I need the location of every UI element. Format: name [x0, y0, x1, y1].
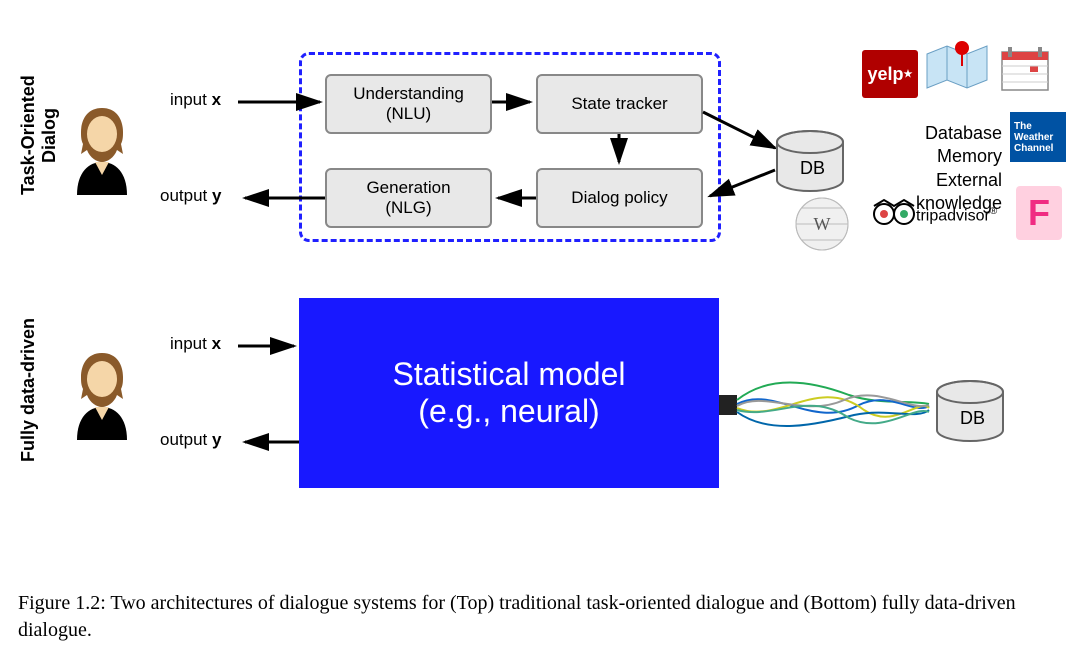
nlg-line1: Generation — [366, 178, 450, 198]
db-label-bottom: DB — [960, 408, 985, 429]
external-knowledge-text: Database Memory External knowledge — [852, 122, 1002, 216]
svg-text:W: W — [814, 214, 831, 234]
output-text: output — [160, 186, 207, 205]
nlu-line2: (NLU) — [353, 104, 464, 124]
input-label-bottom: input x — [170, 334, 221, 354]
state-tracker-module: State tracker — [536, 74, 703, 134]
input-var: x — [212, 90, 221, 109]
top-section-label: Task-Oriented Dialog — [18, 50, 60, 220]
figure-caption: Figure 1.2: Two architectures of dialogu… — [18, 590, 1062, 644]
wires-icon — [719, 370, 934, 440]
output-var: y — [212, 186, 221, 205]
user-icon-top — [67, 100, 137, 195]
bottom-section-label: Fully data-driven — [18, 310, 39, 470]
output-label-bottom: output y — [160, 430, 221, 450]
foursquare-logo: F — [1016, 186, 1062, 240]
map-icon — [922, 36, 992, 94]
dialog-policy-module: Dialog policy — [536, 168, 703, 228]
statistical-model-box: Statistical model (e.g., neural) — [299, 298, 719, 488]
nlu-module: Understanding (NLU) — [325, 74, 492, 134]
wikipedia-icon: W — [792, 196, 852, 252]
dialog-policy-text: Dialog policy — [571, 188, 667, 208]
calendar-icon — [998, 44, 1052, 94]
nlg-module: Generation (NLG) — [325, 168, 492, 228]
nlu-line1: Understanding — [353, 84, 464, 104]
yelp-logo: yelp★ — [862, 50, 918, 98]
input-label-top: input x — [170, 90, 221, 110]
stat-model-line2: (e.g., neural) — [418, 393, 599, 430]
state-tracker-text: State tracker — [571, 94, 667, 114]
weather-channel-logo: The Weather Channel — [1010, 112, 1066, 162]
db-label-top: DB — [800, 158, 825, 179]
input-text: input — [170, 90, 207, 109]
output-label-top: output y — [160, 186, 221, 206]
nlg-line2: (NLG) — [366, 198, 450, 218]
stat-model-line1: Statistical model — [393, 356, 626, 393]
user-icon-bottom — [67, 345, 137, 440]
